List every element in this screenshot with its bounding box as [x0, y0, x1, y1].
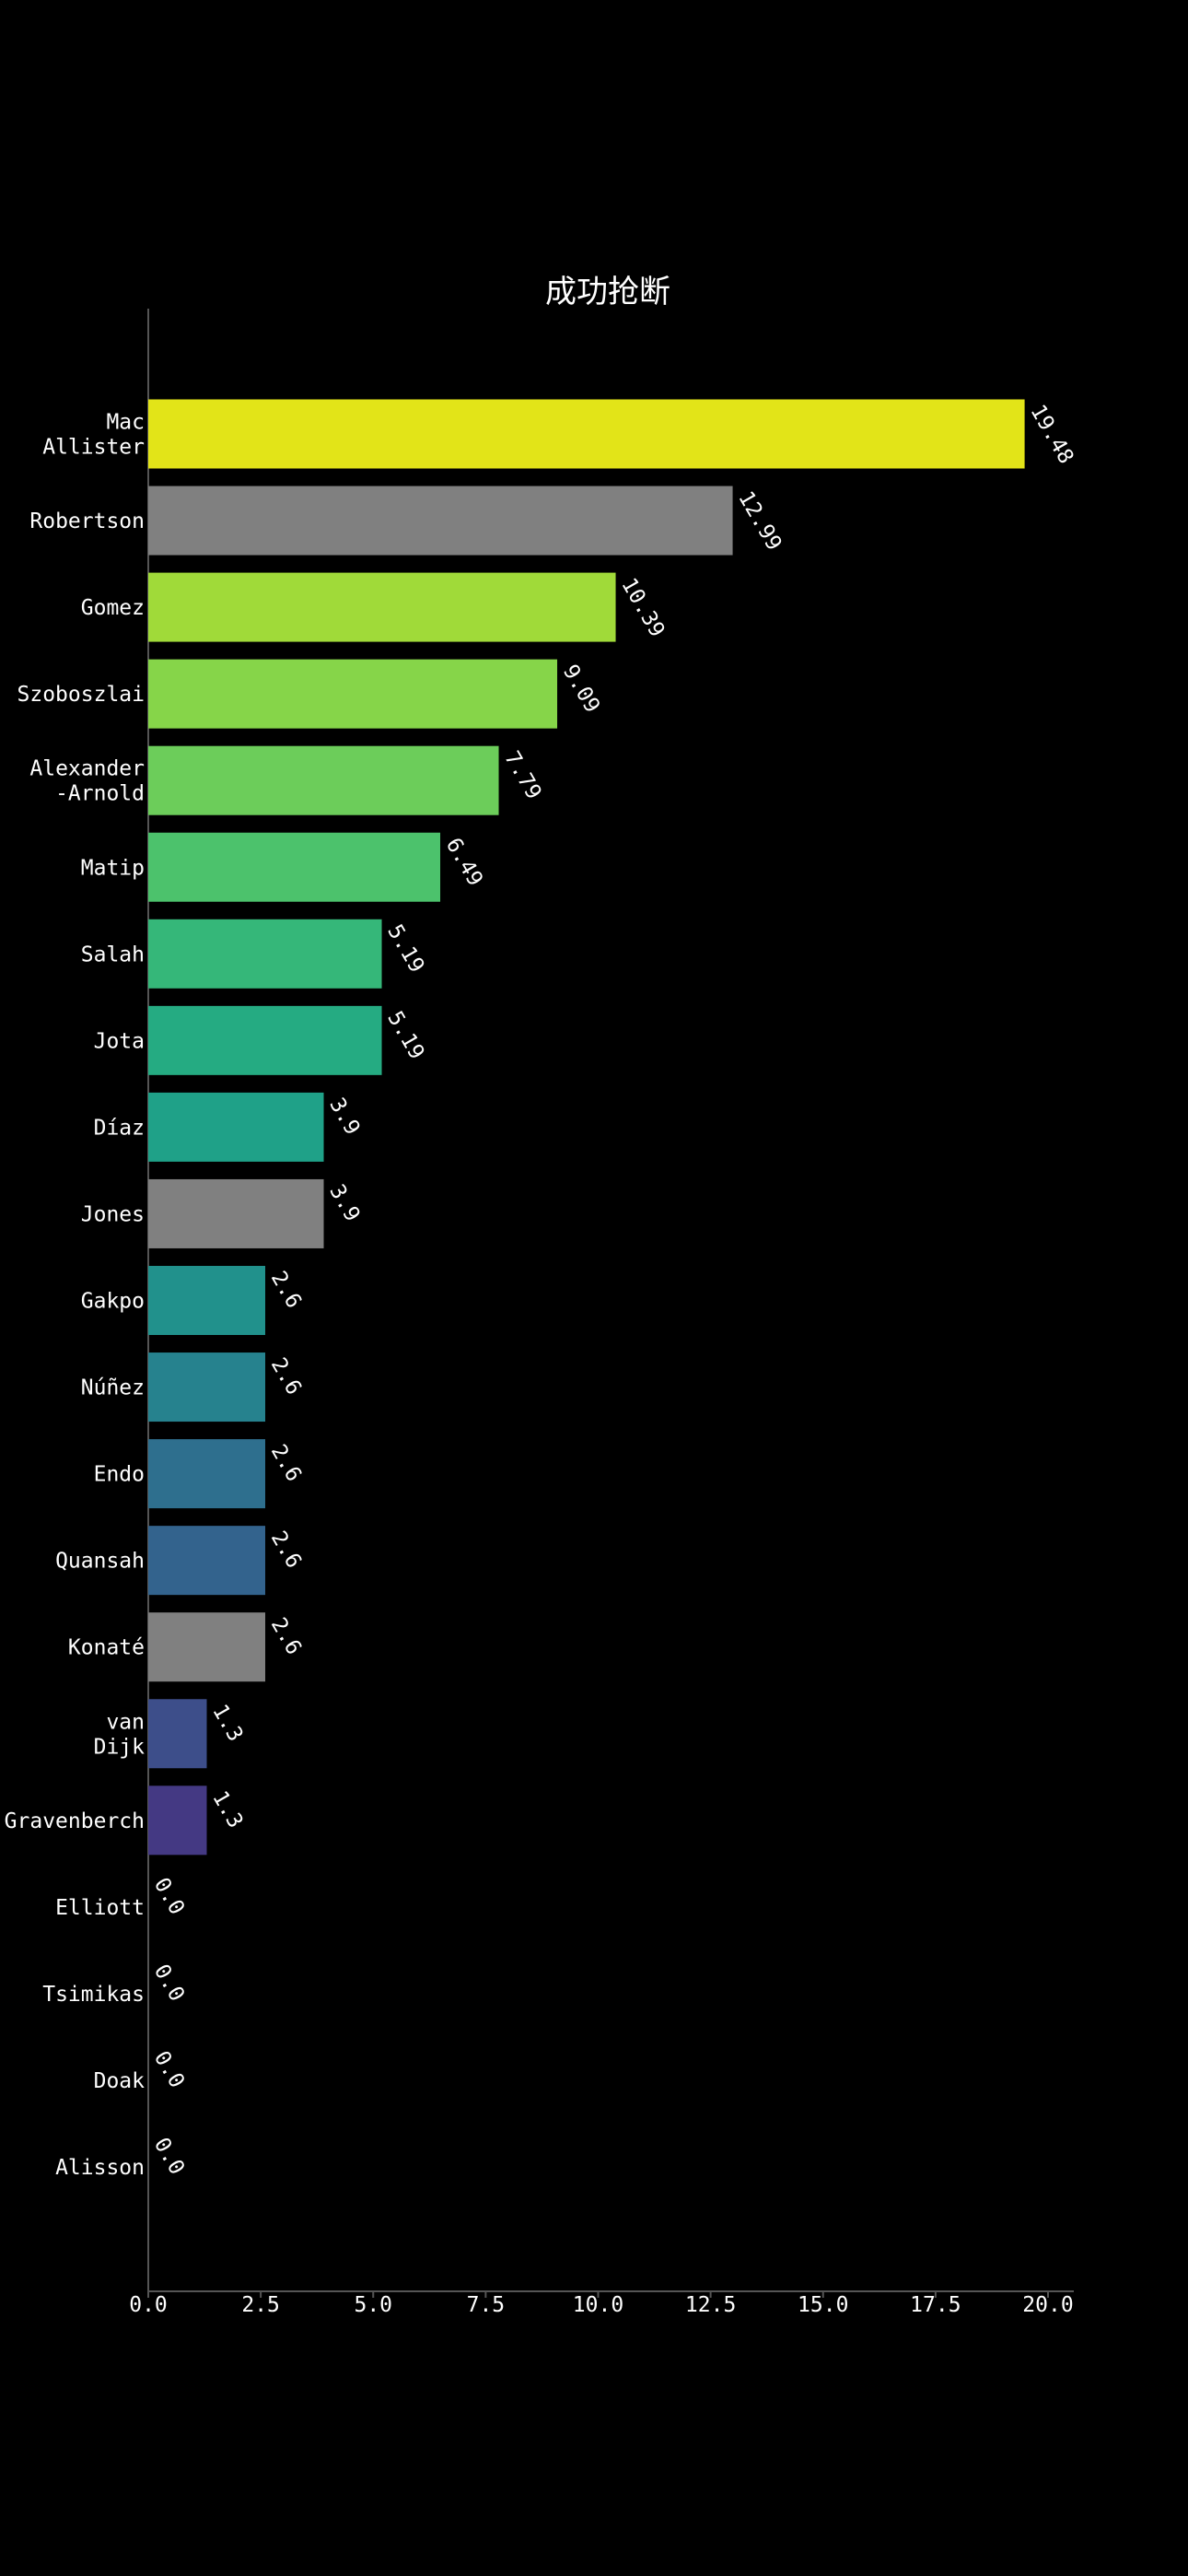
bar: [148, 1005, 382, 1075]
category-label-line: Dijk: [94, 1735, 146, 1759]
bar: [148, 1178, 324, 1248]
category-label-line: van: [106, 1710, 145, 1734]
category-label: Gomez: [81, 596, 145, 620]
bar: [148, 659, 558, 729]
category-label-line: Gakpo: [81, 1290, 145, 1314]
category-labels-group: Mac Allister Robertson Gomez Szoboszlai Alexa…: [5, 411, 145, 2181]
bar: [148, 1786, 207, 1856]
bar-value-label: 3.9: [324, 1180, 364, 1225]
bar: [148, 1439, 266, 1509]
bar-value-label: 3.9: [324, 1094, 364, 1139]
category-label-line: Allister: [42, 436, 145, 460]
bar-value-label: 6.49: [441, 834, 487, 890]
category-label: Doak: [94, 2069, 146, 2093]
bar-value-label: 2.6: [266, 1354, 306, 1399]
category-label: Alisson: [55, 2156, 145, 2180]
x-ticks-group: 0.0 2.5 5.0 7.5 10.0 12.5 15.0 17.5 20.0: [129, 2291, 1074, 2317]
bar-value-label: 2.6: [266, 1614, 306, 1659]
category-label: Elliott: [55, 1896, 145, 1920]
bars-group: [148, 399, 1025, 1856]
bar: [148, 1352, 266, 1423]
category-label: Díaz: [94, 1116, 145, 1140]
category-label-line: Quansah: [55, 1550, 145, 1574]
bar-value-label: 9.09: [558, 661, 604, 717]
x-tick-label: 0.0: [129, 2293, 168, 2317]
category-label: Tsimikas: [42, 1983, 145, 2007]
x-tick-label: 15.0: [798, 2293, 848, 2317]
bar: [148, 1612, 266, 1682]
category-label-line: Gravenberch: [5, 1809, 145, 1833]
category-label: Gakpo: [81, 1290, 145, 1314]
category-label-line: Núñez: [81, 1376, 145, 1400]
category-label-line: Jota: [94, 1029, 145, 1053]
bar-value-label: 2.6: [266, 1441, 306, 1486]
category-label-line: Salah: [81, 943, 145, 966]
x-tick-label: 10.0: [573, 2293, 623, 2317]
bar-value-label: 2.6: [266, 1528, 306, 1573]
category-label: Núñez: [81, 1376, 145, 1400]
category-label: Gravenberch: [5, 1809, 145, 1833]
chart-title: 成功抢断: [545, 274, 670, 310]
category-label-line: Doak: [94, 2069, 146, 2093]
bar-value-label: 7.79: [499, 747, 545, 803]
bar: [148, 1092, 324, 1162]
bar-value-label: 0.0: [149, 2134, 189, 2179]
x-tick-label: 17.5: [910, 2293, 961, 2317]
x-tick-label: 7.5: [467, 2293, 506, 2317]
bar-value-label: 12.99: [733, 487, 786, 555]
category-label-line: Gomez: [81, 596, 145, 620]
category-label: Alexander -Arnold: [29, 757, 145, 806]
x-tick-label: 12.5: [685, 2293, 736, 2317]
category-label: Quansah: [55, 1550, 145, 1574]
bar: [148, 1526, 266, 1596]
category-label: Matip: [81, 856, 145, 880]
category-label-line: Tsimikas: [42, 1983, 145, 2007]
category-label-line: Alisson: [55, 2156, 145, 2180]
category-label-line: Endo: [94, 1463, 145, 1487]
bar-value-label: 0.0: [149, 2047, 189, 2092]
x-tick-label: 2.5: [241, 2293, 280, 2317]
category-label: Jota: [94, 1029, 145, 1053]
category-label: Konaté: [68, 1636, 145, 1660]
x-tick-label: 20.0: [1022, 2293, 1073, 2317]
bar-value-label: 19.48: [1025, 401, 1077, 468]
x-tick-label: 5.0: [354, 2293, 392, 2317]
category-label-line: Szoboszlai: [17, 683, 145, 707]
category-label: Endo: [94, 1463, 145, 1487]
category-label: Szoboszlai: [17, 683, 145, 707]
category-label-line: Elliott: [55, 1896, 145, 1920]
category-label-line: -Arnold: [55, 782, 145, 806]
bar-value-label: 10.39: [616, 574, 669, 641]
category-label: Salah: [81, 943, 145, 966]
category-label: Jones: [81, 1202, 145, 1226]
category-label-line: Jones: [81, 1202, 145, 1226]
bar-value-label: 5.19: [382, 920, 428, 977]
category-label-line: Mac: [106, 411, 145, 435]
bar: [148, 486, 733, 556]
category-label: Robertson: [29, 509, 145, 533]
category-label: van Dijk: [94, 1710, 146, 1759]
bar: [148, 399, 1025, 469]
bar-value-label: 1.3: [207, 1787, 247, 1832]
bar: [148, 919, 382, 989]
bar-value-label: 0.0: [149, 1961, 189, 2006]
bar: [148, 1699, 207, 1769]
bar: [148, 832, 441, 902]
bar-value-label: 2.6: [266, 1268, 306, 1313]
category-label-line: Robertson: [29, 509, 145, 533]
category-label-line: Alexander: [29, 757, 145, 781]
bar: [148, 1266, 266, 1335]
bar: [148, 745, 499, 815]
bar-value-label: 5.19: [382, 1007, 428, 1063]
category-label-line: Konaté: [68, 1636, 145, 1660]
category-label: Mac Allister: [42, 411, 145, 460]
category-label-line: Matip: [81, 856, 145, 880]
bar-value-label: 1.3: [207, 1701, 247, 1746]
category-label-line: Díaz: [94, 1116, 145, 1140]
bar-value-label: 0.0: [149, 1874, 189, 1919]
bar: [148, 572, 616, 642]
